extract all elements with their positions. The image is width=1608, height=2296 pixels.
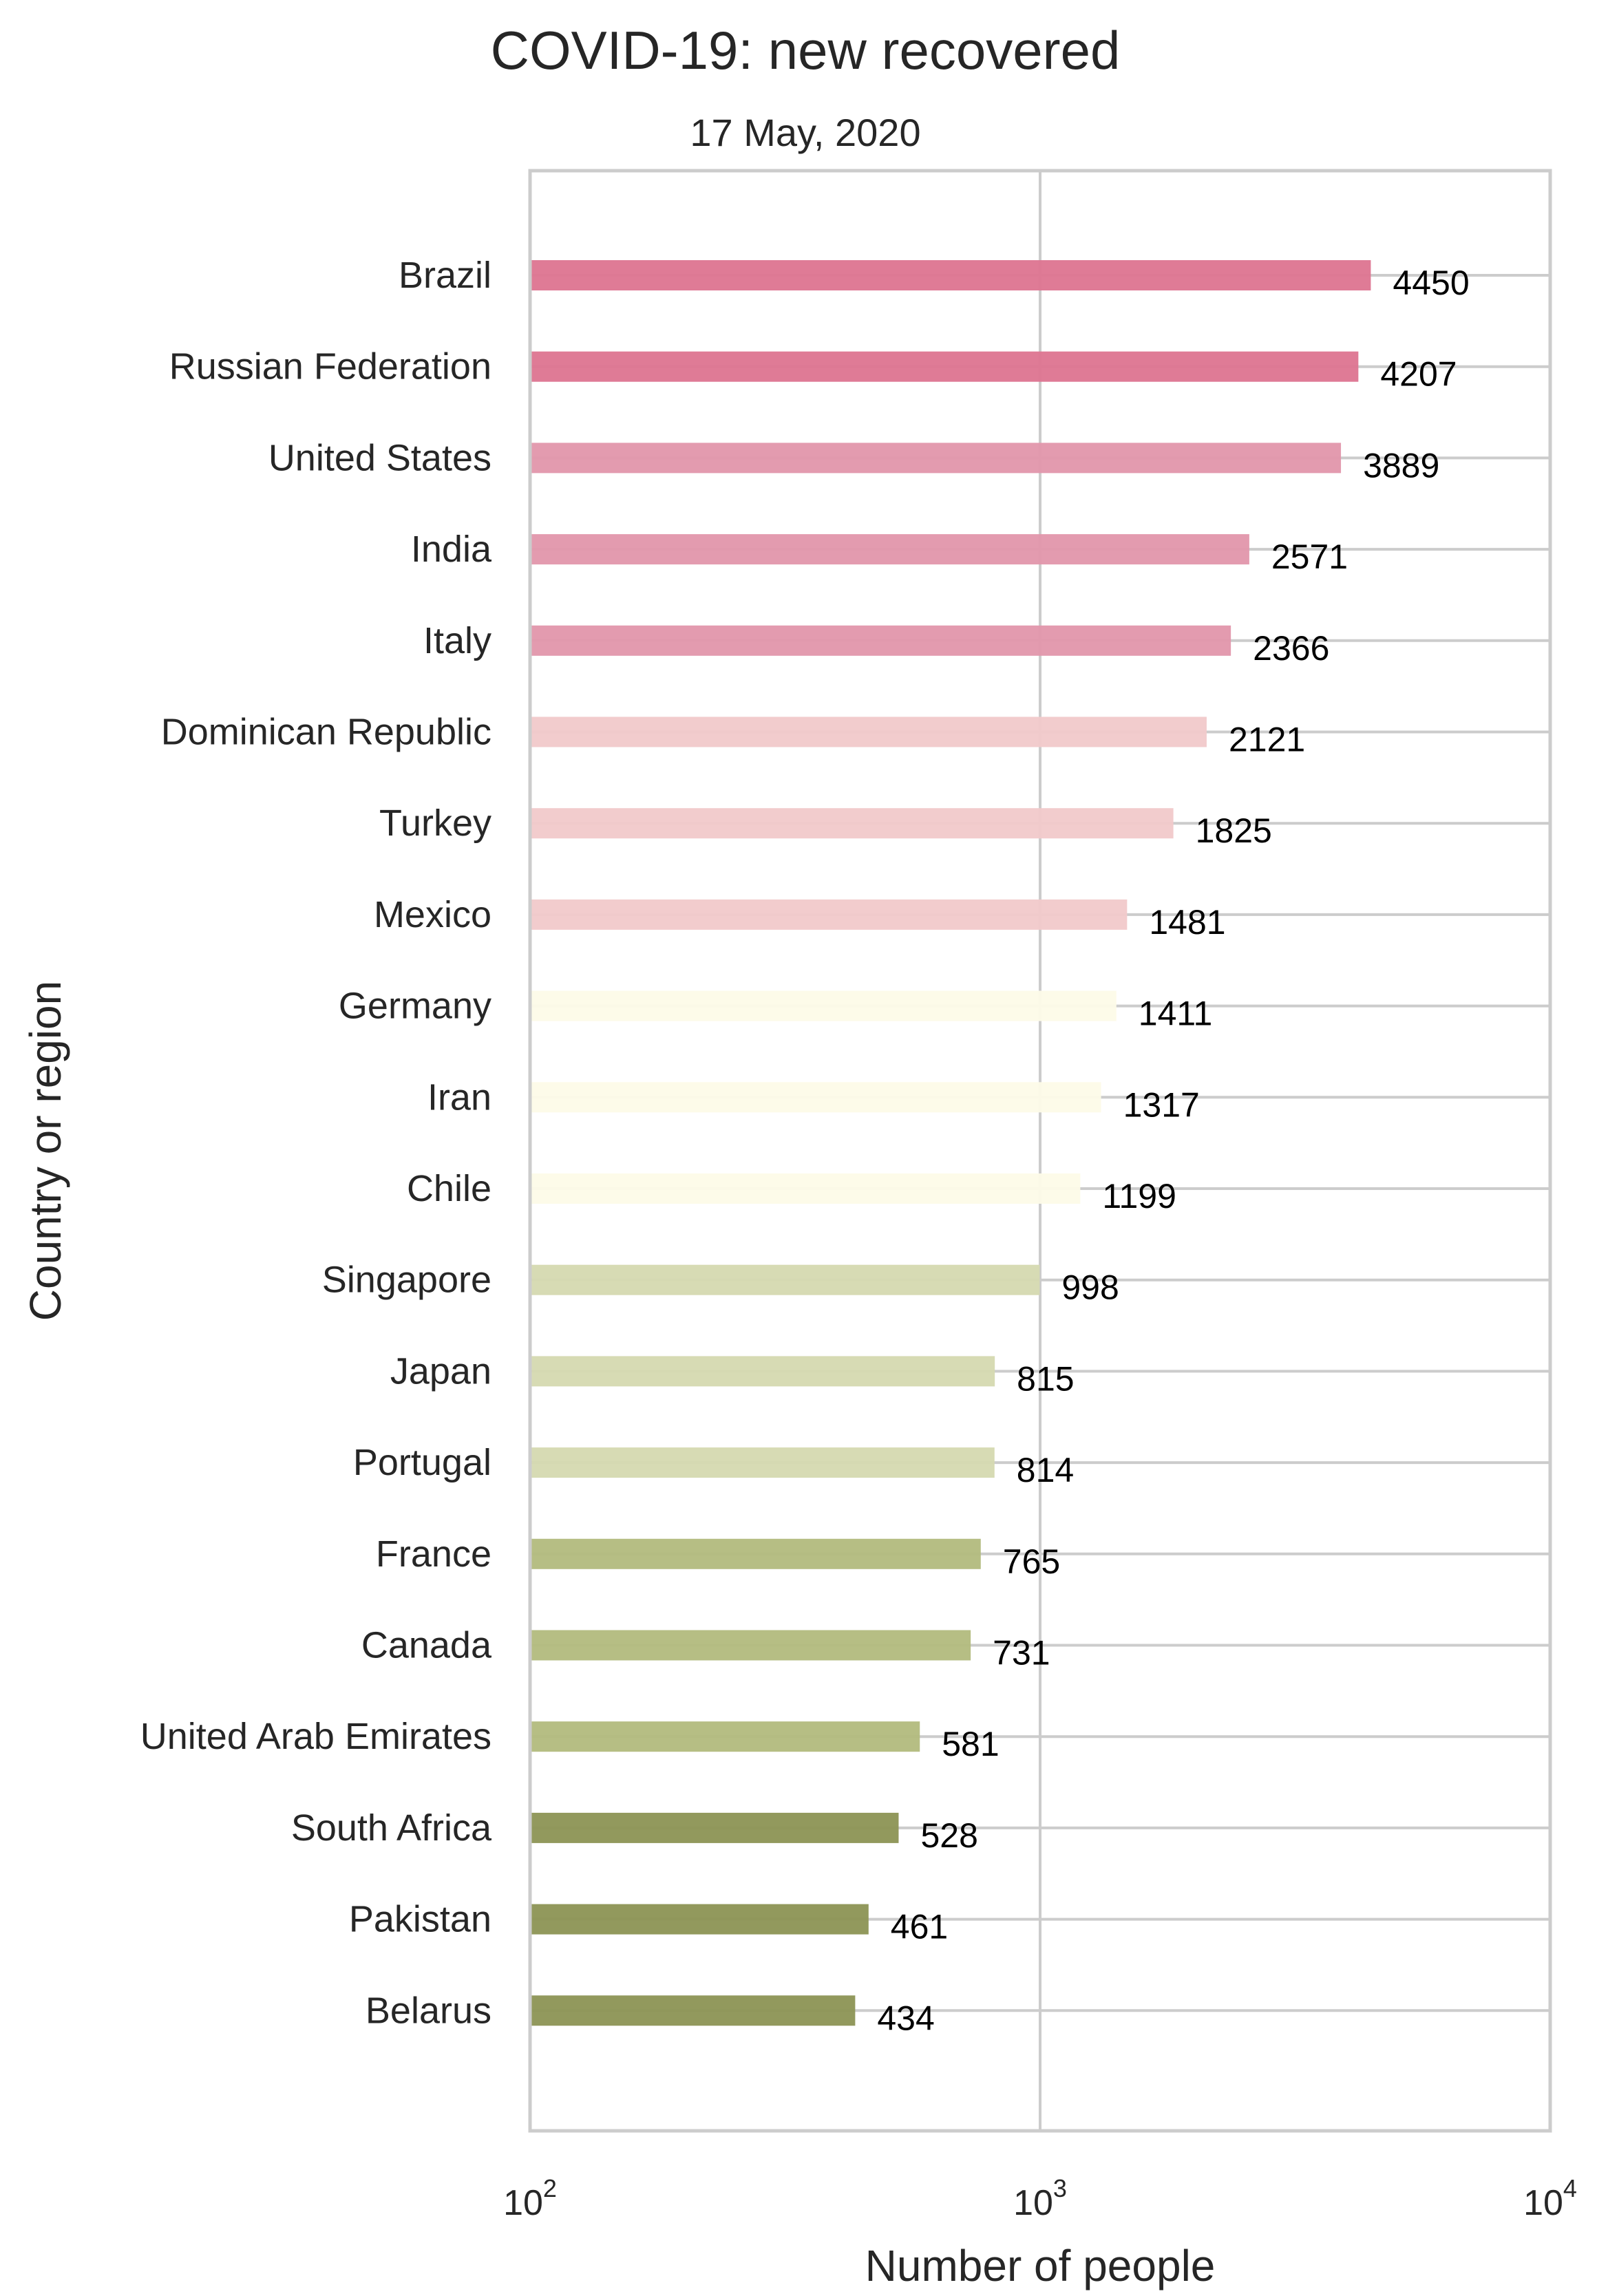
- value-label: 731: [993, 1634, 1050, 1672]
- value-label: 1481: [1149, 903, 1225, 942]
- category-label: Portugal: [353, 1442, 491, 1483]
- value-label: 434: [877, 1999, 934, 2037]
- bar: [530, 443, 1342, 474]
- bar: [530, 1995, 856, 2026]
- category-label: South Africa: [291, 1807, 492, 1849]
- category-label: Russian Federation: [169, 346, 491, 387]
- bar: [530, 716, 1207, 747]
- bar: [530, 808, 1174, 839]
- x-axis-label: Number of people: [865, 2241, 1216, 2290]
- category-label: United Arab Emirates: [140, 1716, 491, 1757]
- bar: [530, 1356, 995, 1387]
- category-label: Japan: [390, 1350, 491, 1392]
- chart-subtitle: 17 May, 2020: [690, 111, 920, 154]
- value-label: 461: [891, 1908, 948, 1946]
- bar: [530, 1812, 899, 1843]
- category-label: Belarus: [366, 1990, 491, 2031]
- value-label: 2121: [1229, 721, 1305, 759]
- value-label: 3889: [1363, 446, 1439, 485]
- category-label: Singapore: [322, 1259, 491, 1301]
- x-tick-labels: 102 103 104: [503, 2174, 1577, 2223]
- category-label: France: [376, 1533, 491, 1575]
- category-label: Pakistan: [349, 1899, 491, 1940]
- category-label: Canada: [361, 1625, 492, 1666]
- category-label: India: [411, 529, 492, 570]
- value-label: 528: [920, 1816, 977, 1855]
- bar: [530, 1630, 971, 1661]
- bar: [530, 1173, 1081, 1204]
- value-label: 2366: [1253, 629, 1329, 668]
- category-label: Brazil: [399, 255, 491, 296]
- plot-frame: [528, 169, 1552, 2133]
- value-labels: 4450 4207 3889 2571 2366 2121 1825 1481 1411 1317…: [877, 264, 1469, 2037]
- bar: [530, 351, 1359, 382]
- chart-title: COVID-19: new recovered: [491, 20, 1121, 81]
- bar: [530, 1447, 995, 1478]
- value-label: 998: [1061, 1268, 1119, 1307]
- bars: [530, 260, 1371, 2026]
- bar: [530, 260, 1371, 290]
- bar: [530, 625, 1231, 656]
- category-label: Chile: [407, 1168, 491, 1209]
- bar: [530, 1264, 1040, 1295]
- bar: [530, 534, 1249, 565]
- value-label: 1317: [1123, 1085, 1200, 1124]
- category-labels: Brazil Russian Federation United States Ind…: [140, 255, 492, 2031]
- x-tick-label: 104: [1523, 2174, 1577, 2223]
- bar: [530, 1082, 1101, 1113]
- value-label: 815: [1017, 1359, 1074, 1398]
- value-label: 765: [1003, 1542, 1060, 1581]
- category-label: Mexico: [374, 894, 491, 935]
- value-label: 4450: [1393, 264, 1469, 302]
- category-label: Dominican Republic: [161, 712, 491, 753]
- value-label: 814: [1017, 1451, 1074, 1489]
- bar: [530, 1721, 920, 1752]
- bar: [530, 1538, 981, 1569]
- value-label: 4207: [1380, 355, 1457, 394]
- y-axis-label: Country or region: [21, 981, 70, 1321]
- bar: [530, 1904, 869, 1935]
- value-label: 1199: [1102, 1177, 1176, 1215]
- x-tick-label: 102: [503, 2174, 557, 2223]
- x-tick-label: 103: [1013, 2174, 1067, 2223]
- bar: [530, 899, 1128, 930]
- category-label: Iran: [427, 1076, 491, 1118]
- category-label: United States: [268, 437, 491, 478]
- category-label: Italy: [423, 620, 491, 661]
- category-label: Turkey: [379, 802, 491, 844]
- value-label: 1411: [1139, 995, 1213, 1033]
- bar: [530, 990, 1117, 1021]
- value-label: 1825: [1196, 811, 1272, 850]
- category-label: Germany: [339, 986, 491, 1027]
- value-label: 581: [942, 1725, 999, 1763]
- value-label: 2571: [1271, 538, 1348, 576]
